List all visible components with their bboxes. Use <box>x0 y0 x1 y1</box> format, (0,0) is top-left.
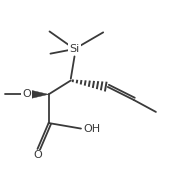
Polygon shape <box>26 89 49 100</box>
Text: Si: Si <box>69 44 80 54</box>
Text: O: O <box>22 89 31 99</box>
Text: OH: OH <box>84 124 101 134</box>
Text: O: O <box>33 150 42 160</box>
